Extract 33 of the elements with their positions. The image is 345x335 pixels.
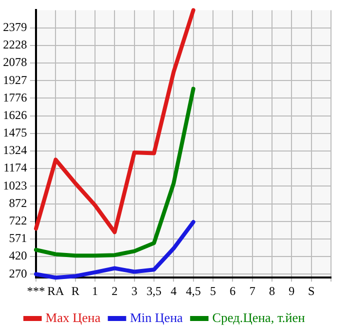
y-tick-label: 2228	[3, 38, 27, 52]
legend-label: Max Цена	[46, 310, 101, 325]
y-tick-label: 270	[9, 266, 27, 280]
x-tick-label: 3,5	[146, 284, 162, 298]
x-tick-label: 5	[210, 284, 216, 298]
x-tick-label: RA	[47, 284, 64, 298]
y-tick-label: 420	[9, 248, 27, 263]
y-tick-label: 1776	[3, 90, 27, 104]
x-tick-label: 2	[112, 284, 118, 298]
y-tick-label: 1626	[3, 108, 27, 122]
y-tick-label: 571	[9, 231, 27, 246]
y-tick-label: 722	[9, 213, 27, 228]
x-tick-label: 1	[92, 284, 98, 298]
legend-label: Сред.Цена, т.йен	[212, 310, 306, 325]
x-tick-label: ***	[27, 284, 45, 298]
y-tick-label: 872	[9, 196, 27, 210]
x-tick-label: R	[71, 284, 80, 298]
y-tick-label: 1475	[3, 126, 27, 140]
x-tick-label: 4,5	[186, 284, 201, 298]
y-tick-label: 1324	[3, 143, 27, 158]
x-tick-label: 4	[170, 284, 177, 298]
x-tick-label: 9	[288, 284, 295, 298]
x-tick-label: S	[308, 284, 315, 298]
y-tick-label: 1174	[3, 160, 27, 175]
y-tick-label: 1927	[3, 72, 27, 87]
y-tick-label: 2078	[3, 55, 27, 70]
y-tick-label: 1023	[3, 178, 27, 192]
x-tick-label: 3	[131, 284, 138, 298]
x-tick-label: 7	[249, 284, 256, 298]
legend-label: Min Цена	[130, 310, 184, 325]
y-tick-label: 2379	[3, 20, 27, 34]
x-tick-label: 6	[230, 284, 236, 298]
x-tick-label: 8	[269, 284, 275, 298]
